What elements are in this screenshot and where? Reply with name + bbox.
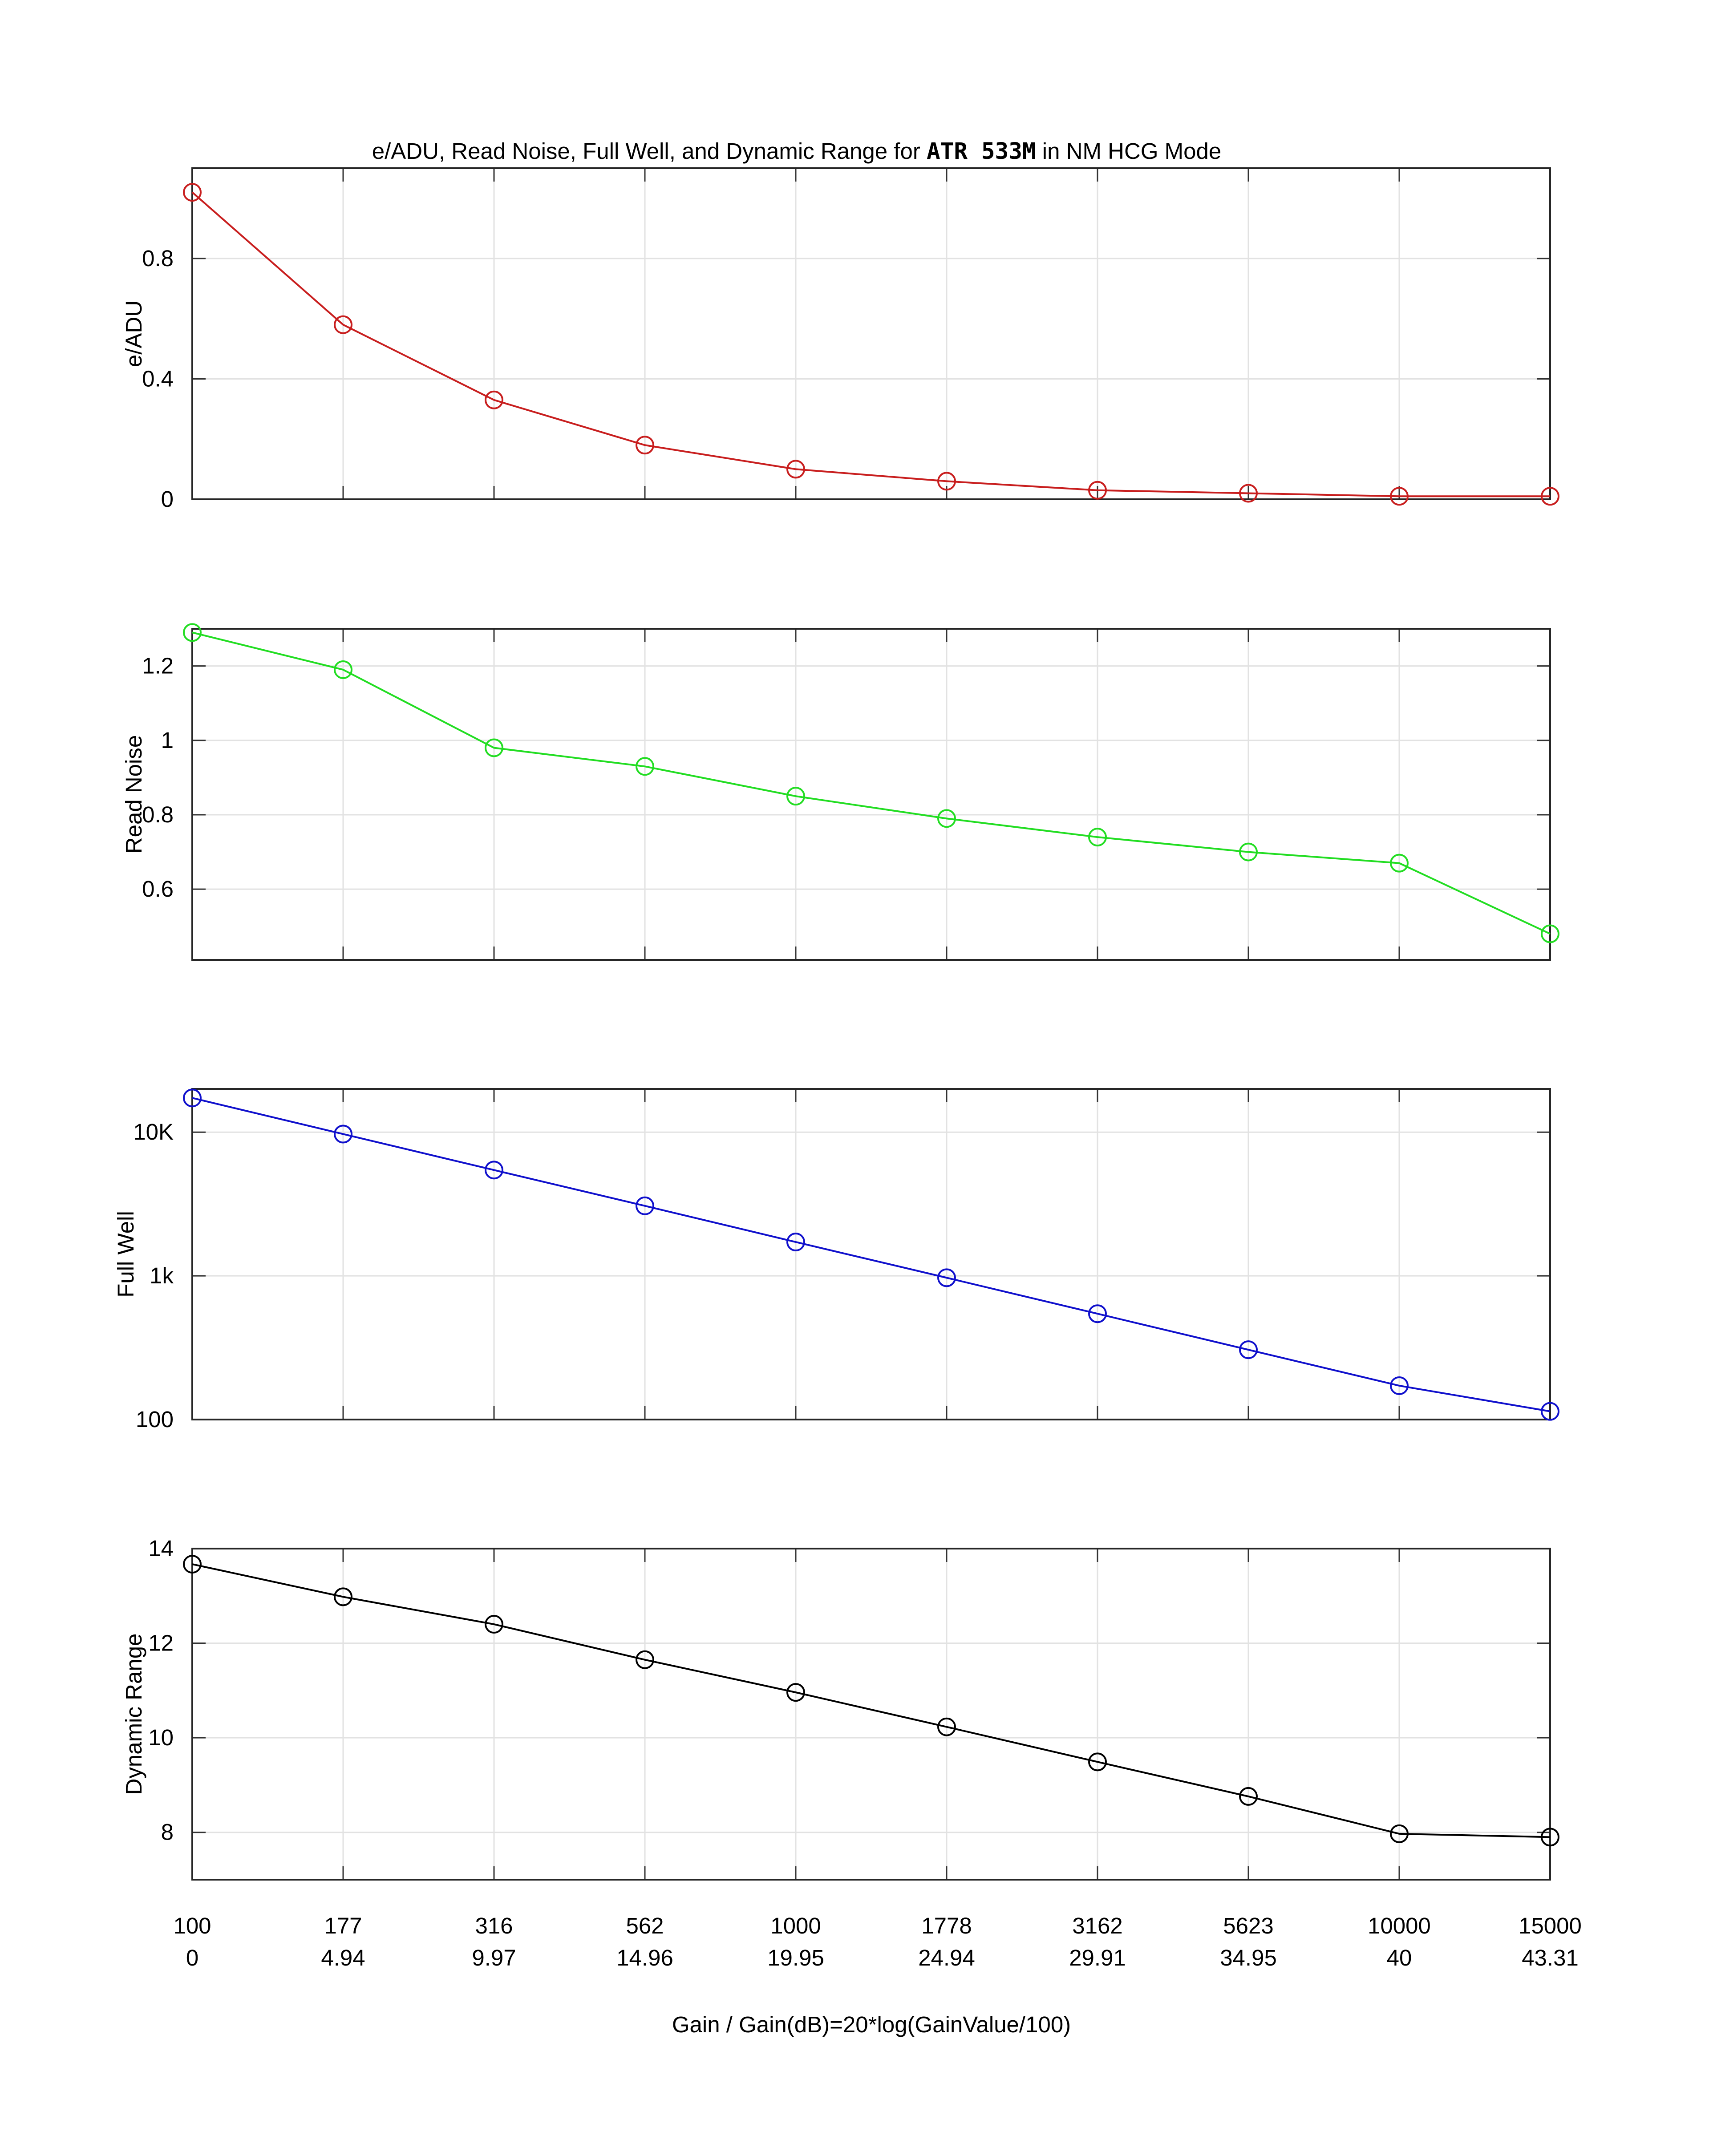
data-point: [1541, 1402, 1559, 1421]
x-tick-label-db: 14.96: [616, 1945, 673, 1970]
data-point: [1390, 487, 1409, 506]
series-line: [192, 1563, 1551, 1838]
data-point: [334, 315, 352, 334]
y-axis-label: Read Noise: [121, 735, 146, 854]
axes-frame: [191, 1548, 1551, 1881]
data-point: [937, 1717, 956, 1736]
x-tick-label-db: 0: [186, 1945, 198, 1970]
x-tick-label-db: 40: [1387, 1945, 1412, 1970]
data-point: [1239, 842, 1258, 862]
x-tick-label-db: 4.94: [321, 1945, 365, 1970]
y-axis-label: Full Well: [113, 1211, 138, 1298]
y-axis-label: e/ADU: [121, 300, 146, 367]
y-tick-label: 0.8: [142, 802, 174, 827]
y-tick-label: 10: [148, 1725, 174, 1750]
x-tick-label-gain: 15000: [1519, 1913, 1582, 1938]
y-tick-label: 10K: [133, 1119, 174, 1145]
x-tick-label-gain: 5623: [1223, 1913, 1273, 1938]
y-tick-label: 12: [148, 1630, 174, 1656]
data-point: [636, 1196, 654, 1215]
x-axis: 10001774.943169.9756214.96100019.9517782…: [173, 1913, 1581, 1970]
y-tick-label: 8: [161, 1820, 174, 1845]
x-tick-label-db: 43.31: [1522, 1945, 1579, 1970]
data-point: [1390, 1376, 1409, 1395]
y-tick-label: 14: [148, 1536, 174, 1561]
x-tick-label-gain: 10000: [1368, 1913, 1431, 1938]
chart-title-prefix: e/ADU, Read Noise, Full Well, and Dynami…: [372, 138, 927, 164]
panel-1: 0 0.4 0.8 e/ADU: [121, 167, 1559, 512]
data-point: [183, 1555, 202, 1574]
x-tick-label-gain: 1778: [921, 1913, 972, 1938]
panel-4: 8 10 12 14 Dynamic Range: [121, 1536, 1559, 1881]
x-axis-label: Gain / Gain(dB)=20*log(GainValue/100): [672, 2012, 1071, 2037]
axes-frame: [191, 167, 1551, 500]
y-tick-label: 0.4: [142, 366, 174, 391]
x-tick-label-gain: 177: [324, 1913, 362, 1938]
series-line: [191, 191, 1550, 498]
data-point: [937, 472, 956, 491]
axes-frame: [191, 628, 1551, 961]
data-point: [636, 1650, 654, 1669]
y-tick-label: 100: [136, 1407, 174, 1432]
data-point: [485, 738, 503, 757]
data-point: [1239, 484, 1258, 503]
data-point: [1239, 1340, 1258, 1359]
x-tick-label-gain: 316: [475, 1913, 513, 1938]
chart-title-model: ATR 533M: [927, 138, 1036, 165]
data-point: [485, 1615, 503, 1634]
data-point: [636, 757, 654, 776]
series-line: [192, 1097, 1551, 1412]
data-point: [183, 1088, 202, 1108]
y-tick-label: 1: [161, 728, 174, 753]
y-tick-label: 1k: [150, 1263, 174, 1288]
y-tick-label: 0.8: [142, 246, 174, 271]
data-point: [937, 809, 956, 828]
y-tick-label: 1.2: [142, 653, 174, 679]
data-point: [1088, 1304, 1107, 1323]
data-point: [786, 1683, 805, 1702]
data-point: [1390, 854, 1409, 873]
data-point: [485, 1161, 503, 1180]
x-tick-label-db: 29.91: [1069, 1945, 1126, 1970]
series-line: [192, 631, 1551, 935]
data-point: [485, 390, 503, 409]
data-point: [334, 660, 352, 679]
data-point: [1088, 828, 1107, 847]
x-tick-label-db: 24.94: [918, 1945, 975, 1970]
data-point: [1088, 481, 1107, 500]
data-point: [937, 1268, 956, 1287]
axes-frame: [191, 1088, 1551, 1420]
data-point: [1541, 924, 1559, 943]
chart-panels: 0 0.4 0.8 e/ADU 0.6 0.8 1 1.2 Read Noise 100 1k 10K…: [113, 167, 1559, 1881]
y-axis-label: Dynamic Range: [121, 1634, 146, 1795]
data-point: [1088, 1752, 1107, 1772]
data-point: [183, 183, 202, 202]
data-point: [1541, 487, 1559, 506]
panel-2: 0.6 0.8 1 1.2 Read Noise: [121, 623, 1559, 961]
x-tick-label-db: 19.95: [767, 1945, 824, 1970]
x-tick-label-gain: 3162: [1072, 1913, 1122, 1938]
x-tick-label-gain: 100: [173, 1913, 211, 1938]
y-tick-label: 0: [161, 486, 174, 512]
y-tick-label: 0.6: [142, 876, 174, 902]
panel-3: 100 1k 10K Full Well: [113, 1088, 1559, 1432]
x-tick-label-gain: 562: [626, 1913, 664, 1938]
data-point: [1541, 1828, 1559, 1847]
x-tick-label-gain: 1000: [770, 1913, 821, 1938]
data-point: [786, 1233, 805, 1252]
data-point: [786, 787, 805, 806]
data-point: [636, 436, 654, 455]
data-point: [786, 460, 805, 479]
data-point: [1239, 1787, 1258, 1806]
x-tick-label-db: 9.97: [472, 1945, 516, 1970]
chart-title: e/ADU, Read Noise, Full Well, and Dynami…: [372, 138, 1221, 165]
data-point: [334, 1587, 352, 1606]
data-point: [183, 623, 202, 642]
data-point: [1390, 1824, 1409, 1843]
chart-title-suffix: in NM HCG Mode: [1036, 138, 1222, 164]
data-point: [334, 1125, 352, 1144]
x-tick-label-db: 34.95: [1220, 1945, 1277, 1970]
